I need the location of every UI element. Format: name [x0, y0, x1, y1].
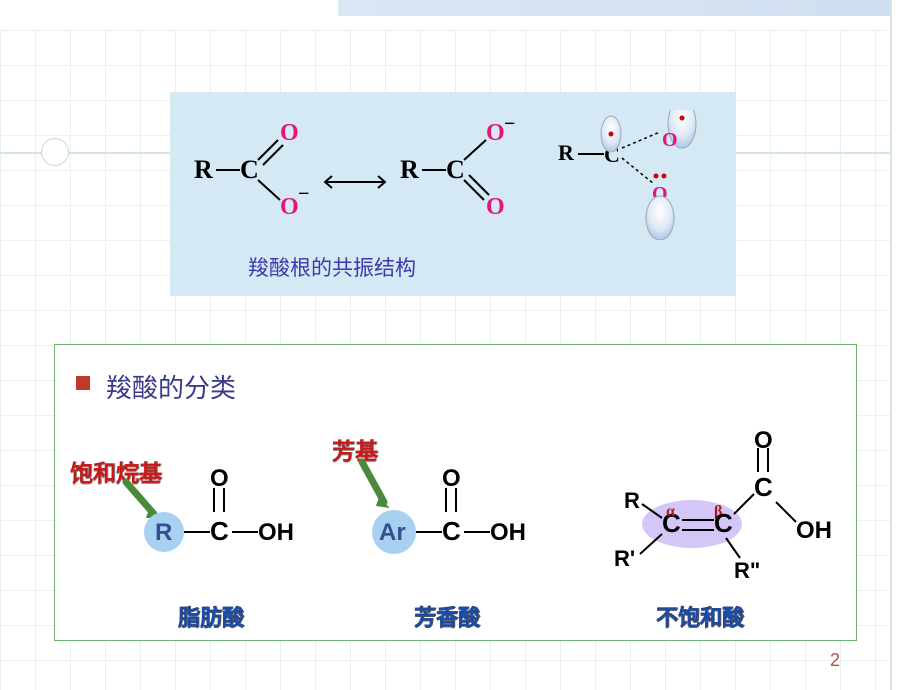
- type-label-aromatic: 芳香酸: [414, 600, 480, 632]
- type-label-aliphatic: 脂肪酸: [178, 600, 244, 632]
- structure-unsaturated: R R' C α β C R" C O OH: [610, 430, 840, 590]
- svg-text:−: −: [504, 118, 515, 135]
- svg-text:O: O: [280, 120, 299, 146]
- svg-text:O: O: [486, 120, 505, 146]
- svg-text:C: C: [210, 516, 229, 546]
- svg-text:C: C: [446, 155, 465, 184]
- svg-text:O: O: [442, 466, 461, 492]
- top-banner: [338, 0, 890, 16]
- svg-text:R': R': [614, 546, 635, 571]
- svg-text:C: C: [240, 155, 259, 184]
- svg-text:α: α: [666, 503, 675, 520]
- right-margin: [890, 0, 920, 690]
- type-label-unsaturated: 不饱和酸: [656, 600, 744, 632]
- svg-text:O: O: [662, 129, 678, 151]
- svg-text:R: R: [400, 155, 419, 184]
- decorative-circle: [41, 138, 69, 166]
- svg-text:R: R: [155, 519, 172, 546]
- svg-text:C: C: [714, 508, 733, 538]
- svg-text:R": R": [734, 558, 760, 583]
- svg-text:R: R: [194, 155, 213, 184]
- svg-text:−: −: [298, 183, 309, 205]
- classification-title: 羧酸的分类: [106, 368, 236, 405]
- page-number: 2: [830, 650, 840, 671]
- bullet-icon: [76, 376, 90, 390]
- svg-text:C: C: [754, 472, 773, 502]
- svg-text:O: O: [210, 466, 229, 492]
- svg-text:OH: OH: [258, 519, 294, 546]
- resonance-caption: 羧酸根的共振结构: [248, 252, 416, 282]
- resonance-arrow: [320, 172, 390, 192]
- svg-text:O: O: [486, 194, 505, 218]
- resonance-structure-left: R C O O −: [190, 118, 310, 218]
- svg-text:R: R: [558, 140, 575, 165]
- svg-text:Ar: Ar: [379, 519, 406, 546]
- svg-text:O: O: [754, 430, 773, 454]
- svg-text:C: C: [442, 516, 461, 546]
- svg-text:OH: OH: [796, 517, 832, 544]
- resonance-structure-right: R C O − O: [396, 118, 516, 218]
- svg-text:R: R: [624, 488, 640, 513]
- svg-text:O: O: [280, 194, 299, 218]
- svg-text:OH: OH: [490, 519, 526, 546]
- orbital-diagram: R C O O: [554, 110, 724, 240]
- structure-aromatic: Ar C O OH: [370, 466, 540, 556]
- structure-aliphatic: R C O OH: [142, 466, 302, 556]
